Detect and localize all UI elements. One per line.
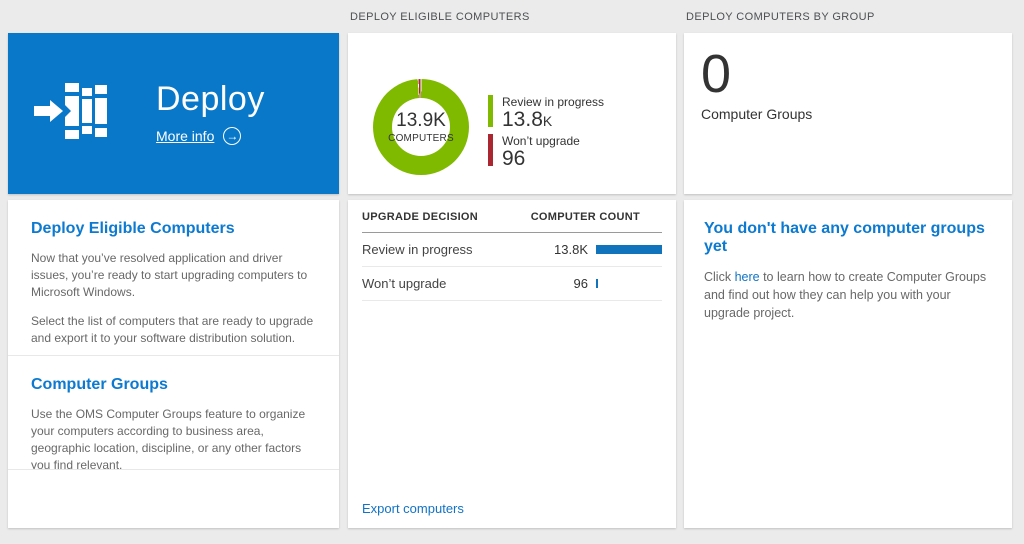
table-header-row: UPGRADE DECISION COMPUTER COUNT bbox=[362, 200, 662, 233]
table-row-wont-upgrade[interactable]: Won’t upgrade 96 bbox=[362, 267, 662, 301]
more-info-arrow-icon[interactable]: → bbox=[223, 126, 242, 145]
section-empty bbox=[8, 470, 339, 526]
row-label: Won’t upgrade bbox=[362, 276, 447, 291]
computer-groups-count: 0 bbox=[701, 44, 732, 104]
table-row-review-in-progress[interactable]: Review in progress 13.8K bbox=[362, 233, 662, 267]
column-header-deploy-eligible-computers: DEPLOY ELIGIBLE COMPUTERS bbox=[350, 10, 530, 23]
donut-chart[interactable]: 13.9K COMPUTERS bbox=[373, 79, 469, 175]
no-groups-text: Click here to learn how to create Comput… bbox=[704, 270, 987, 320]
no-computer-groups-card: You don't have any computer groups yet C… bbox=[684, 200, 1012, 528]
legend-label: Won’t upgrade bbox=[502, 134, 580, 149]
legend-item-review-in-progress: Review in progress 13.8K bbox=[488, 95, 604, 131]
deploy-column: Deploy More info → Deploy Eligible Compu… bbox=[8, 0, 339, 528]
tile-title: Deploy bbox=[156, 80, 265, 119]
left-column-header-spacer bbox=[8, 0, 339, 33]
upgrade-decision-table-card: UPGRADE DECISION COMPUTER COUNT Review i… bbox=[348, 200, 676, 528]
section-heading-computer-groups: Computer Groups bbox=[31, 376, 168, 393]
legend-value: 13.8K bbox=[502, 108, 553, 131]
row-bar-track bbox=[596, 243, 662, 256]
more-info-row: More info → bbox=[156, 126, 265, 145]
legend-label: Review in progress bbox=[502, 95, 605, 109]
deploy-arrow-books-icon bbox=[34, 81, 108, 146]
legend-texts: Review in progress 13.8K bbox=[502, 95, 604, 131]
section-paragraph: Select the list of computers that are re… bbox=[31, 314, 314, 345]
section-heading-deploy-eligible: Deploy Eligible Computers bbox=[31, 220, 235, 237]
legend-item-wont-upgrade: Won’t upgrade 96 bbox=[488, 134, 604, 170]
row-bar bbox=[596, 279, 598, 288]
legend-value: 96 bbox=[502, 147, 526, 171]
legend-swatch-red bbox=[488, 134, 493, 167]
row-label: Review in progress bbox=[362, 242, 473, 257]
section-paragraph: Use the OMS Computer Groups feature to o… bbox=[31, 407, 306, 470]
no-groups-heading: You don't have any computer groups yet bbox=[704, 220, 985, 255]
row-bar bbox=[596, 245, 662, 254]
deploy-eligible-column: DEPLOY ELIGIBLE COMPUTERS 13.9K COMPUTER… bbox=[348, 0, 676, 528]
section-paragraph: Now that you’ve resolved application and… bbox=[31, 251, 308, 299]
column-header-computer-count: COMPUTER COUNT bbox=[530, 211, 640, 223]
donut-center: 13.9K COMPUTERS bbox=[388, 98, 454, 156]
column-header-upgrade-decision: UPGRADE DECISION bbox=[362, 211, 479, 223]
computer-groups-count-card[interactable]: 0 Computer Groups bbox=[684, 33, 1012, 194]
computer-groups-count-label: Computer Groups bbox=[701, 106, 813, 123]
here-link[interactable]: here bbox=[734, 270, 760, 284]
donut-legend: Review in progress 13.8K Won’t upgrade 9… bbox=[488, 95, 604, 173]
row-count: 13.8K bbox=[554, 242, 588, 257]
deploy-description-card: Deploy Eligible Computers Now that you’v… bbox=[8, 200, 339, 528]
row-bar-track bbox=[596, 277, 662, 290]
legend-swatch-green bbox=[488, 95, 493, 127]
deploy-eligible-chart-card: 13.9K COMPUTERS Review in progress 13.8K… bbox=[348, 33, 676, 194]
section-computer-groups: Computer Groups Use the OMS Computer Gro… bbox=[8, 356, 339, 470]
row-count: 96 bbox=[573, 276, 588, 291]
tile-text-block: Deploy More info → bbox=[156, 80, 265, 145]
more-info-link[interactable]: More info bbox=[156, 127, 215, 144]
legend-texts: Won’t upgrade 96 bbox=[502, 134, 580, 170]
column-header-deploy-computers-by-group: DEPLOY COMPUTERS BY GROUP bbox=[686, 10, 875, 23]
computers-by-group-column: DEPLOY COMPUTERS BY GROUP 0 Computer Gro… bbox=[684, 0, 1012, 528]
deploy-tile[interactable]: Deploy More info → bbox=[8, 33, 339, 194]
section-deploy-eligible-computers: Deploy Eligible Computers Now that you’v… bbox=[8, 200, 339, 356]
upgrade-readiness-deploy-page: Deploy More info → Deploy Eligible Compu… bbox=[8, 0, 1012, 528]
donut-center-value: 13.9K bbox=[396, 110, 446, 131]
donut-center-label: COMPUTERS bbox=[388, 133, 454, 144]
export-computers-link[interactable]: Export computers bbox=[362, 501, 464, 516]
